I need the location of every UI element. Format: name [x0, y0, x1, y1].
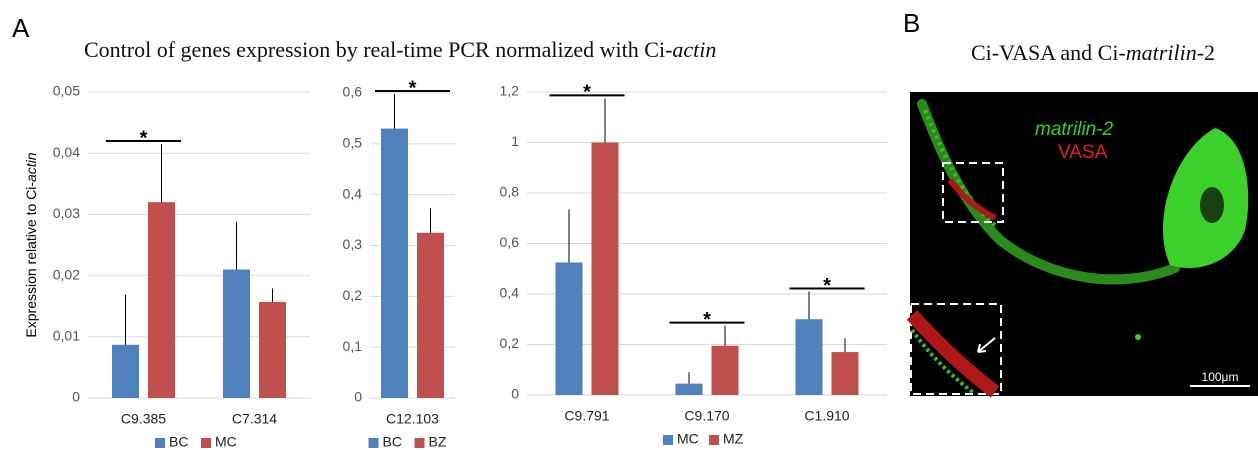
y-tick-label: 0,05 [53, 83, 80, 99]
title-part: Control of genes expression by real-time… [84, 37, 672, 62]
bar [676, 384, 703, 395]
speck [1135, 334, 1141, 340]
bar [796, 319, 823, 395]
y-tick-label: 0,04 [53, 144, 80, 160]
y-tick-label: 0,2 [343, 287, 363, 303]
image-legend: matrilin-2 [1035, 119, 1114, 140]
chart-title: Control of genes expression by real-time… [84, 37, 716, 62]
bar [381, 129, 408, 398]
y-tick-label: 0,4 [343, 185, 363, 201]
x-tick-label: C9.385 [121, 411, 166, 427]
y-tick-label: 0 [354, 389, 362, 405]
x-tick-label: C1.910 [804, 408, 849, 424]
y-tick-label: 0,01 [53, 328, 80, 344]
image-legend: VASA [1058, 142, 1108, 163]
bar [112, 345, 139, 398]
y-tick-label: 0,6 [343, 84, 363, 100]
significance-label: * [140, 127, 148, 149]
legend-label: MZ [723, 431, 744, 447]
legend-label: MC [677, 431, 699, 447]
significance-label: * [703, 309, 711, 331]
y-tick-label: 1,2 [500, 83, 520, 99]
y-tick-label: 0 [511, 386, 519, 402]
scale-bar-label: 100μm [1202, 370, 1239, 384]
legend-swatch [663, 435, 673, 445]
trunk-spot [1200, 187, 1224, 223]
title-part: matrilin [1126, 40, 1197, 65]
y-tick-label: 0 [72, 389, 80, 405]
x-tick-label: C9.170 [684, 408, 729, 424]
y-tick-label: 0,4 [500, 285, 520, 301]
panel-title: Ci-VASA and Ci-matrilin-2 [971, 40, 1215, 65]
legend-label: BZ [429, 434, 447, 450]
ylabel-part: actin [23, 152, 39, 182]
bar [223, 269, 250, 398]
title-part: -2 [1197, 40, 1215, 65]
legend-swatch [709, 435, 719, 445]
y-axis-label: Expression relative to Ci-actin [23, 152, 39, 337]
x-tick-label: C9.791 [564, 408, 609, 424]
significance-label: * [409, 77, 417, 99]
legend-label: BC [383, 434, 402, 450]
y-tick-label: 0,2 [500, 335, 520, 351]
y-tick-label: 0,5 [343, 135, 363, 151]
y-tick-label: 0,02 [53, 266, 80, 282]
x-tick-label: C12.103 [386, 411, 439, 427]
title-part: Ci-VASA and Ci- [971, 40, 1126, 65]
y-tick-label: 0,3 [343, 236, 363, 252]
significance-label: * [583, 82, 591, 104]
legend-swatch [369, 438, 379, 448]
legend-label: MC [215, 434, 237, 450]
y-tick-label: 1 [511, 133, 519, 149]
x-tick-label: C7.314 [232, 411, 277, 427]
y-tick-label: 0,6 [500, 234, 520, 250]
y-tick-label: 0,03 [53, 205, 80, 221]
bar [259, 302, 286, 398]
bar [592, 143, 619, 396]
bar [556, 262, 583, 395]
micrograph: matrilin-2 VASA 100μm [910, 92, 1258, 396]
y-tick-label: 0,1 [343, 338, 363, 354]
ylabel-part: Expression relative to Ci- [23, 182, 39, 338]
panel-label: A [12, 13, 30, 43]
bar [148, 202, 175, 398]
bar [712, 346, 739, 395]
legend-swatch [201, 438, 211, 448]
legend-label: BC [169, 434, 188, 450]
panel-label: B [903, 8, 920, 38]
legend-swatch [155, 438, 165, 448]
title-part: actin [672, 37, 716, 62]
figure: A Control of genes expression by real-ti… [0, 0, 1258, 452]
significance-label: * [823, 275, 831, 297]
y-tick-label: 0,8 [500, 184, 520, 200]
legend-swatch [415, 438, 425, 448]
bar [832, 352, 859, 395]
bar [417, 233, 444, 398]
